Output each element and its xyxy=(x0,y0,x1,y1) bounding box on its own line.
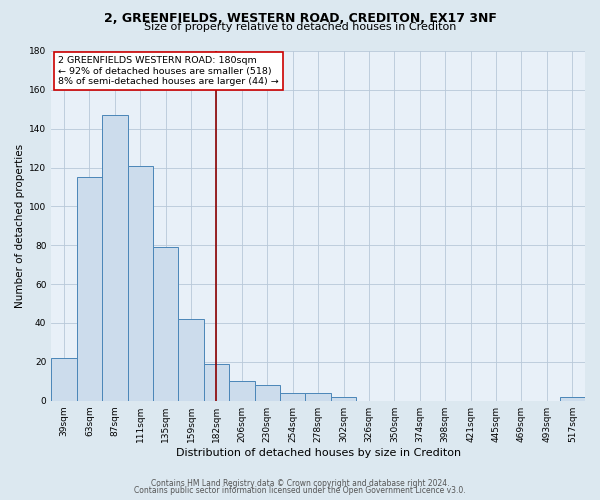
Bar xyxy=(51,358,77,401)
Bar xyxy=(204,364,229,401)
X-axis label: Distribution of detached houses by size in Crediton: Distribution of detached houses by size … xyxy=(176,448,461,458)
Bar xyxy=(178,319,204,400)
Text: 2, GREENFIELDS, WESTERN ROAD, CREDITON, EX17 3NF: 2, GREENFIELDS, WESTERN ROAD, CREDITON, … xyxy=(104,12,496,26)
Bar xyxy=(254,385,280,400)
Bar xyxy=(560,397,585,400)
Text: Contains public sector information licensed under the Open Government Licence v3: Contains public sector information licen… xyxy=(134,486,466,495)
Text: Size of property relative to detached houses in Crediton: Size of property relative to detached ho… xyxy=(144,22,456,32)
Bar xyxy=(305,393,331,400)
Text: Contains HM Land Registry data © Crown copyright and database right 2024.: Contains HM Land Registry data © Crown c… xyxy=(151,478,449,488)
Bar xyxy=(229,382,254,400)
Bar xyxy=(128,166,153,400)
Bar xyxy=(280,393,305,400)
Bar xyxy=(331,397,356,400)
Bar xyxy=(153,247,178,400)
Bar xyxy=(77,178,102,400)
Y-axis label: Number of detached properties: Number of detached properties xyxy=(15,144,25,308)
Text: 2 GREENFIELDS WESTERN ROAD: 180sqm
← 92% of detached houses are smaller (518)
8%: 2 GREENFIELDS WESTERN ROAD: 180sqm ← 92%… xyxy=(58,56,279,86)
Bar xyxy=(102,115,128,401)
